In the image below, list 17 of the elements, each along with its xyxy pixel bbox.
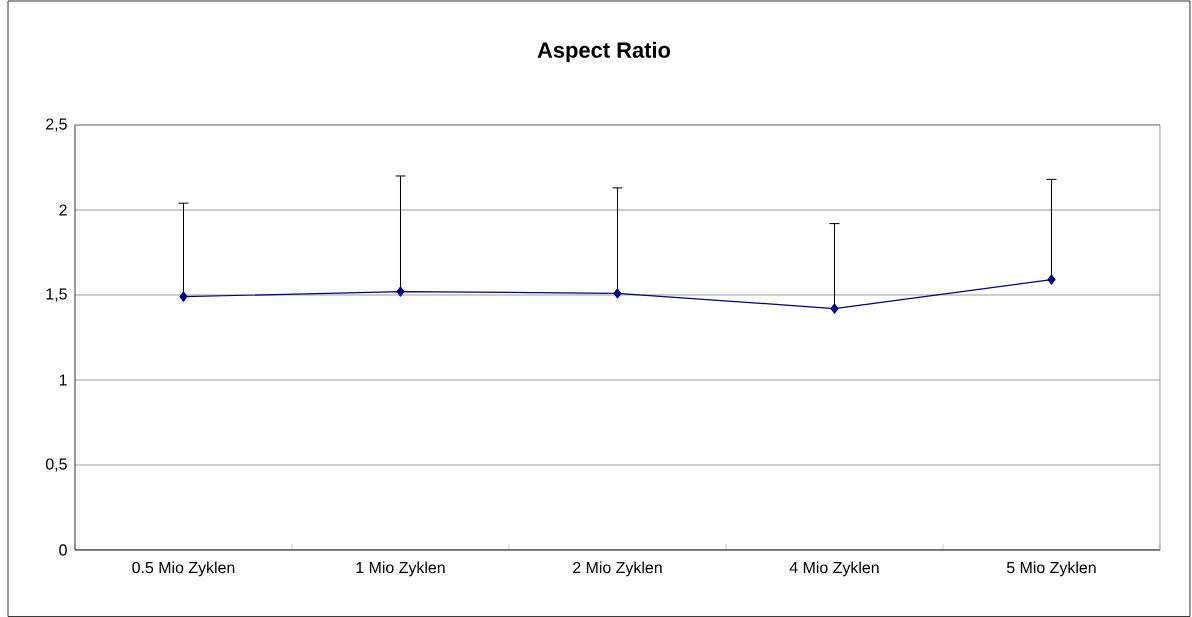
y-tick-label: 0,5 [45,458,67,472]
point [830,303,839,314]
y-tick-label: 2 [59,204,67,216]
y-tick-label: 2,5 [46,118,67,132]
x-tick-label: 0.5 Mio Zyklen [132,561,235,577]
point [179,291,188,302]
x-tick-label: 1 Mio Zyklen [356,561,445,577]
x-tick-label: 2 Mio Zyklen [573,561,662,577]
point [396,286,405,297]
point [613,288,622,299]
x-tick-label: 5 Mio Zyklen [1006,561,1096,577]
y-tick-label: 0 [59,544,67,556]
point [1047,274,1056,285]
x-tick-label: 4 Mio Zyklen [789,561,879,577]
y-tick-label: 1 [59,374,67,386]
chart-title: Aspect Ratio [537,41,671,63]
y-tick-label: 1,5 [46,288,67,302]
